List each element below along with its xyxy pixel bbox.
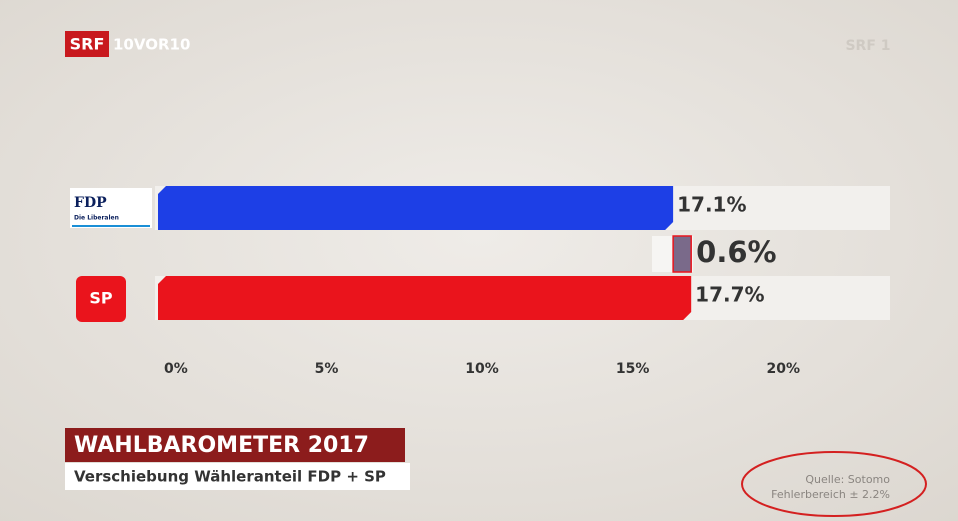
- party-logo: SP: [89, 289, 113, 308]
- source: Quelle: Sotomo: [805, 473, 890, 486]
- title-box: [65, 428, 405, 462]
- title: WAHLBAROMETER 2017: [74, 433, 369, 458]
- party-logo: FDP: [74, 195, 107, 211]
- x-tick-label: 15%: [616, 361, 650, 377]
- subtitle: Verschiebung Wähleranteil FDP + SP: [74, 468, 386, 486]
- srf-logo-box: [65, 31, 109, 57]
- note: Fehlerbereich ± 2.2%: [771, 488, 890, 501]
- x-tick-label: 0%: [164, 361, 188, 377]
- difference-bar: [672, 235, 692, 273]
- channel-logo: SRF 1: [845, 38, 890, 54]
- value-label: 17.7%: [695, 283, 764, 307]
- party-sublabel: Die Liberalen: [74, 215, 119, 222]
- subtitle-box: [65, 463, 410, 490]
- bar: [158, 276, 692, 320]
- party-logo-box: [70, 188, 152, 228]
- show-logo: 10VOR10: [113, 36, 190, 54]
- x-tick-label: 5%: [315, 361, 339, 377]
- x-tick-label: 10%: [465, 361, 499, 377]
- bar: [158, 186, 674, 230]
- value-label: 17.1%: [677, 193, 746, 217]
- srf-logo: SRF: [70, 35, 105, 54]
- difference-label: 0.6%: [696, 235, 776, 269]
- annotation-circle: [741, 451, 927, 517]
- party-logo-box: [76, 276, 126, 322]
- x-tick-label: 20%: [766, 361, 800, 377]
